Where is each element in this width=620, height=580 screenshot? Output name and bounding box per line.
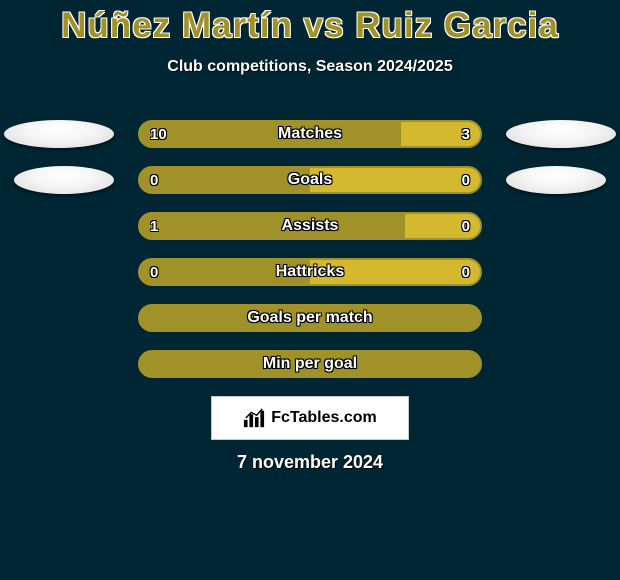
player-card-right [506, 120, 616, 148]
comparison-infographic: Núñez Martín vs Ruiz Garcia Club competi… [0, 0, 620, 580]
bar-chart-icon [243, 408, 265, 428]
bar-segment-p1 [140, 168, 310, 192]
stat-row: Goals00 [0, 166, 620, 194]
stat-bar: Assists10 [138, 212, 482, 240]
bar-segment-p1 [140, 260, 310, 284]
stat-bar: Goals per match [138, 304, 482, 332]
stat-row: Hattricks00 [0, 258, 620, 286]
stat-row: Assists10 [0, 212, 620, 240]
stat-bar: Hattricks00 [138, 258, 482, 286]
page-title: Núñez Martín vs Ruiz Garcia [0, 6, 620, 46]
value-p1: 0 [150, 260, 158, 284]
value-p1: 0 [150, 168, 158, 192]
bar-segment-p1 [140, 214, 405, 238]
bar-segment-p1 [140, 306, 480, 330]
player-card-right [506, 166, 606, 194]
bar-segment-p1 [140, 122, 401, 146]
bar-segment-p2 [310, 260, 480, 284]
bar-segment-p1 [140, 352, 480, 376]
stat-bar: Goals00 [138, 166, 482, 194]
value-p2: 0 [462, 168, 470, 192]
fctables-logo: FcTables.com [211, 396, 409, 440]
value-p1: 1 [150, 214, 158, 238]
bar-segment-p2 [310, 168, 480, 192]
stat-bar: Min per goal [138, 350, 482, 378]
stat-row: Goals per match [0, 304, 620, 332]
player-card-left [14, 166, 114, 194]
value-p2: 0 [462, 214, 470, 238]
stat-bar: Matches103 [138, 120, 482, 148]
stat-row: Matches103 [0, 120, 620, 148]
logo-text: FcTables.com [271, 409, 377, 427]
date-label: 7 november 2024 [0, 452, 620, 473]
value-p2: 0 [462, 260, 470, 284]
value-p2: 3 [462, 122, 470, 146]
stat-row: Min per goal [0, 350, 620, 378]
subtitle: Club competitions, Season 2024/2025 [0, 58, 620, 76]
player-card-left [4, 120, 114, 148]
stat-rows: Matches103Goals00Assists10Hattricks00Goa… [0, 120, 620, 378]
value-p1: 10 [150, 122, 167, 146]
